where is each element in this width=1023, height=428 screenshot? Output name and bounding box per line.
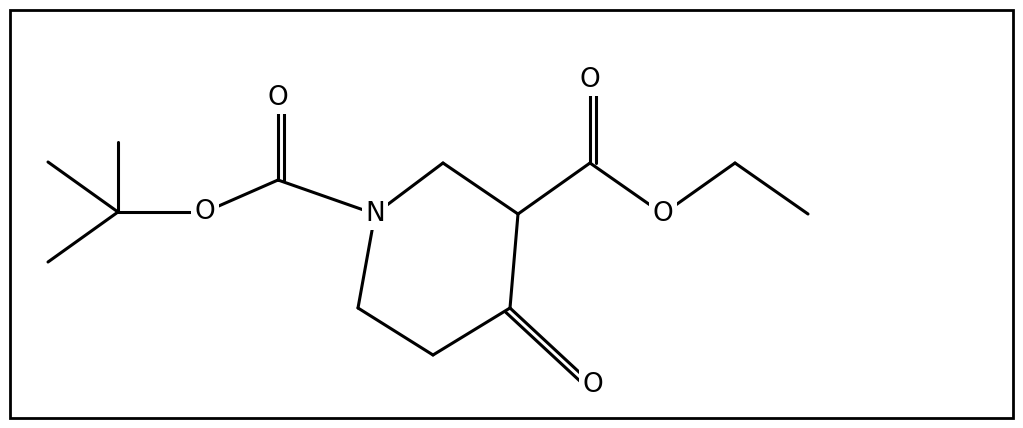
Text: O: O: [268, 85, 288, 111]
Text: O: O: [194, 199, 216, 225]
Text: N: N: [365, 201, 385, 227]
Text: O: O: [653, 201, 673, 227]
Text: O: O: [580, 67, 601, 93]
Text: O: O: [583, 372, 604, 398]
